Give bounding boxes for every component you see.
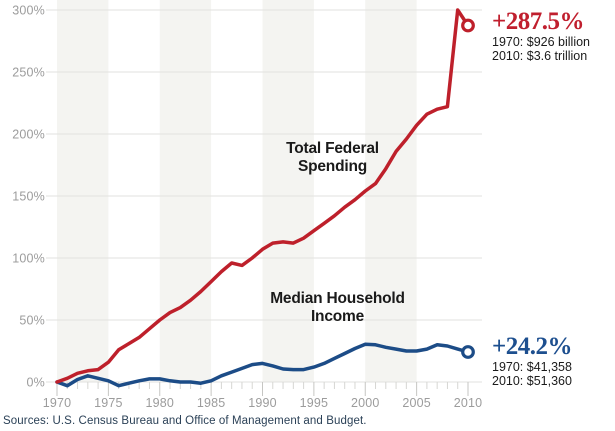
spending-change-value: +287.5%: [492, 8, 585, 35]
source-note: Sources: U.S. Census Bureau and Office o…: [3, 415, 367, 427]
background-band: [365, 0, 417, 382]
x-axis-tick-label: 1980: [145, 396, 174, 410]
x-axis-tick-label: 1985: [197, 396, 226, 410]
x-axis-tick-label: 1975: [94, 396, 123, 410]
spending-annotation: +287.5% 1970: $926 billion 2010: $3.6 tr…: [492, 8, 615, 63]
spending-series-label-line1: Total Federal: [286, 140, 379, 157]
x-axis-tick-label: 1990: [248, 396, 277, 410]
spending-series-label-line2: Spending: [297, 158, 367, 175]
y-axis-tick-label: 200%: [12, 128, 45, 142]
income-change-value: +24.2%: [492, 333, 573, 360]
spending-series-label: Total Federal Spending: [240, 140, 425, 176]
income-detail-2010: 2010: $51,360: [492, 374, 572, 388]
x-axis-tick-label: 1970: [43, 396, 72, 410]
income-endpoint-marker: [461, 345, 475, 359]
income-annotation: +24.2% 1970: $41,358 2010: $51,360: [492, 333, 615, 388]
income-series-label-line2: Income: [310, 308, 365, 325]
y-axis-tick-label: 0%: [27, 376, 45, 390]
income-series-label-line1: Median Household: [270, 290, 405, 307]
background-band: [57, 0, 109, 382]
y-axis-tick-label: 300%: [12, 4, 45, 18]
income-detail-1970: 1970: $41,358: [492, 360, 572, 374]
spending-endpoint-marker: [461, 18, 475, 33]
y-axis-tick-label: 250%: [12, 66, 45, 80]
income-series-label: Median Household Income: [245, 290, 430, 326]
y-axis-tick-label: 150%: [12, 190, 45, 204]
income-line: [55, 342, 470, 388]
background-band: [159, 0, 212, 382]
spending-detail-2010: 2010: $3.6 trillion: [492, 49, 588, 63]
spending-line: [55, 8, 470, 384]
x-axis-tick-label: 2005: [402, 396, 431, 410]
x-axis-tick-label: 1995: [300, 396, 329, 410]
x-axis-tick-label: 2010: [454, 396, 483, 410]
x-axis-tick-label: 2000: [351, 396, 380, 410]
y-axis-tick-label: 100%: [12, 252, 45, 266]
background-band: [262, 0, 314, 382]
spending-detail-1970: 1970: $926 billion: [492, 35, 590, 49]
y-axis-tick-label: 50%: [19, 314, 45, 328]
